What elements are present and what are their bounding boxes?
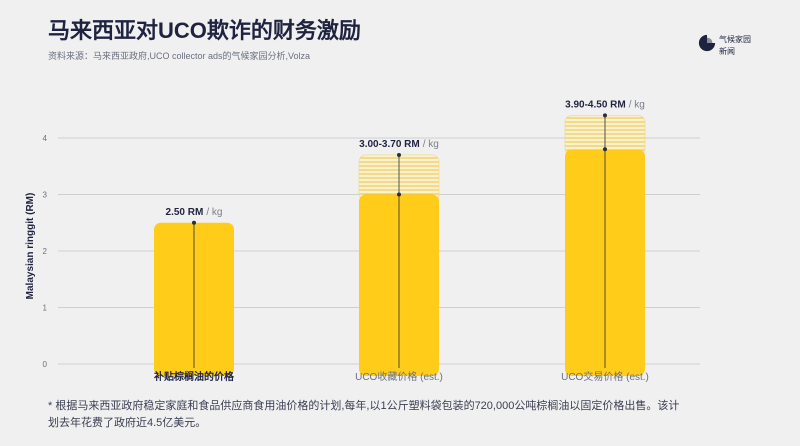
- bars: [154, 113, 646, 376]
- logo-line1: 气候家园: [719, 35, 751, 44]
- value-point: [192, 220, 196, 225]
- data-label: 3.00-3.70 RM / kg: [359, 139, 439, 150]
- y-tick-label: 0: [43, 360, 48, 369]
- chart-title: 马来西亚对UCO欺诈的财务激励: [48, 18, 361, 43]
- range-high-point: [397, 152, 401, 157]
- x-tick-label: UCO交易价格 (est.): [561, 370, 649, 383]
- data-label: 3.90-4.50 RM / kg: [565, 99, 645, 110]
- data-label-unit: / kg: [423, 139, 439, 150]
- chart-source: 资料来源：马来西亚政府,UCO collector ads的气候家园分析,Vol…: [48, 51, 311, 61]
- logo: 气候家园 新闻: [698, 34, 751, 58]
- x-tick-label: 补贴棕榈油的价格: [153, 370, 235, 383]
- y-tick-label: 3: [43, 191, 48, 200]
- range-high-point: [603, 113, 607, 118]
- data-label-value: 3.00-3.70 RM: [359, 139, 420, 150]
- y-tick-label: 1: [43, 304, 48, 313]
- data-label-value: 3.90-4.50 RM: [565, 99, 626, 110]
- data-label: 2.50 RM / kg: [166, 207, 223, 218]
- logo-line2: 新闻: [719, 47, 735, 56]
- footnote: * 根据马来西亚政府稳定家庭和食品供应商食用油价格的计划,每年,以1公斤塑料袋包…: [48, 400, 680, 429]
- y-axis-label: Malaysian ringgit (RM): [25, 193, 36, 300]
- data-label-value: 2.50 RM: [166, 207, 204, 218]
- chart-header: 马来西亚对UCO欺诈的财务激励 资料来源：马来西亚政府,UCO collecto…: [48, 18, 408, 62]
- y-tick-label: 2: [43, 247, 48, 256]
- data-label-unit: / kg: [629, 99, 645, 110]
- value-point: [397, 192, 401, 197]
- data-label-unit: / kg: [206, 207, 222, 218]
- globe-logo-icon: [698, 34, 716, 52]
- value-point: [603, 147, 607, 152]
- x-tick-label: UCO收藏价格 (est.): [355, 370, 443, 383]
- y-tick-label: 4: [43, 134, 48, 143]
